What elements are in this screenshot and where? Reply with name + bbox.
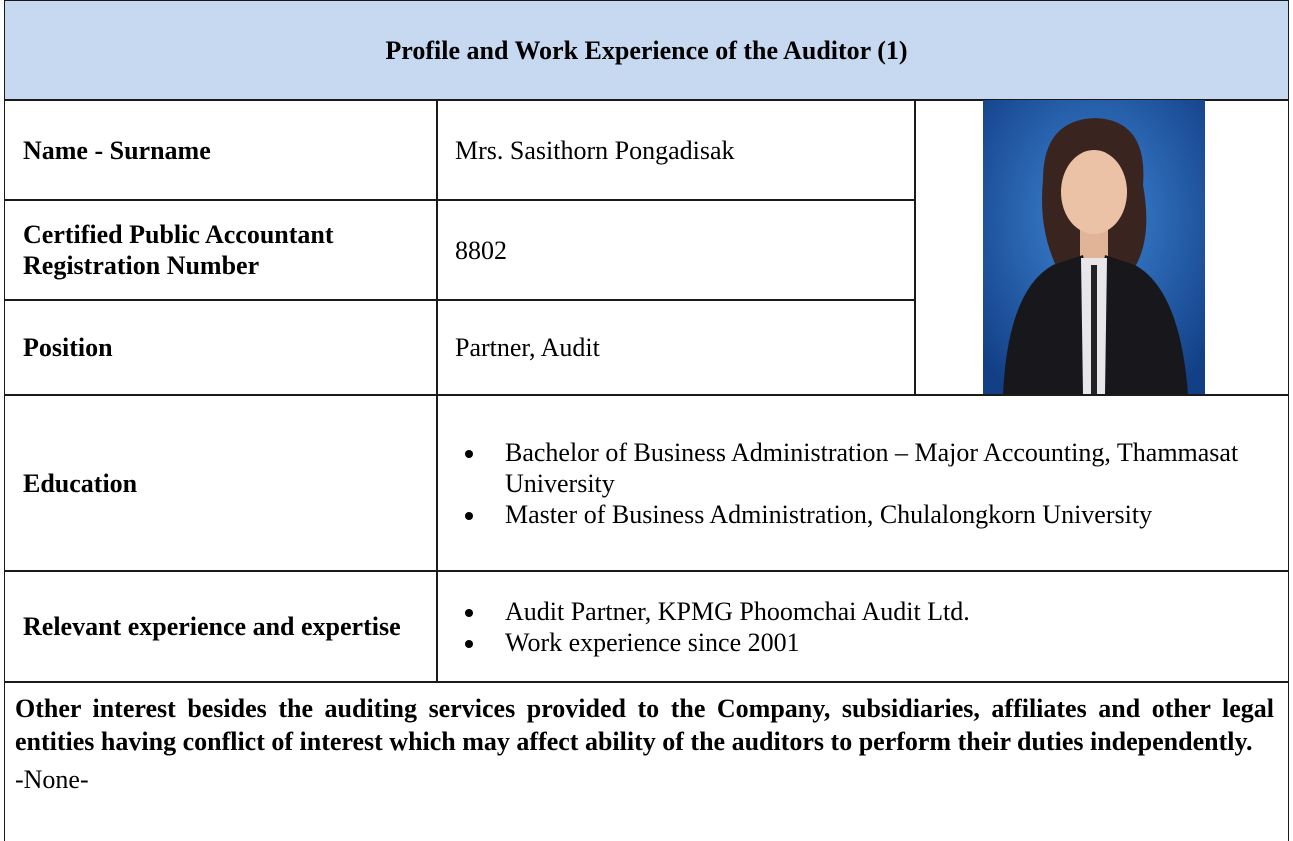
bullet-item: Master of Business Administration, Chula… [487, 499, 1288, 530]
photo-cell [914, 99, 1289, 396]
row-value: 8802 [455, 235, 507, 265]
label-cell: Education [4, 394, 438, 572]
other-interest-answer: -None- [15, 765, 89, 794]
bullet-list: Audit Partner, KPMG Phoomchai Audit Ltd.… [437, 596, 970, 658]
row-label: Relevant experience and expertise [23, 612, 401, 641]
row-label: Education [23, 468, 138, 498]
value-cell: Bachelor of Business Administration – Ma… [436, 394, 1289, 572]
bullet-item: Audit Partner, KPMG Phoomchai Audit Ltd. [487, 596, 970, 627]
bullet-item: Work experience since 2001 [487, 627, 970, 658]
other-interest-question: Other interest besides the auditing serv… [15, 694, 1274, 756]
label-cell: Relevant experience and expertise [4, 570, 438, 683]
other-interest-cell: Other interest besides the auditing serv… [4, 681, 1289, 841]
value-cell: Partner, Audit [436, 299, 916, 396]
row-label: Name - Surname [23, 135, 211, 165]
row-label: Position [23, 333, 113, 362]
label-cell: Position [4, 299, 438, 396]
header-title: Profile and Work Experience of the Audit… [385, 36, 908, 65]
value-cell: Audit Partner, KPMG Phoomchai Audit Ltd.… [436, 570, 1289, 683]
label-cell: Certified Public Accountant Registration… [4, 199, 438, 301]
value-cell: 8802 [436, 199, 916, 301]
label-cell: Name - Surname [4, 99, 438, 201]
row-value: Partner, Audit [455, 333, 600, 362]
row-label: Certified Public Accountant Registration… [23, 220, 334, 280]
value-cell: Mrs. Sasithorn Pongadisak [436, 99, 916, 201]
header-cell: Profile and Work Experience of the Audit… [4, 0, 1289, 101]
bullet-item: Bachelor of Business Administration – Ma… [487, 437, 1288, 499]
photo [983, 100, 1205, 394]
bullet-list: Bachelor of Business Administration – Ma… [437, 437, 1288, 530]
row-value: Mrs. Sasithorn Pongadisak [455, 135, 735, 165]
